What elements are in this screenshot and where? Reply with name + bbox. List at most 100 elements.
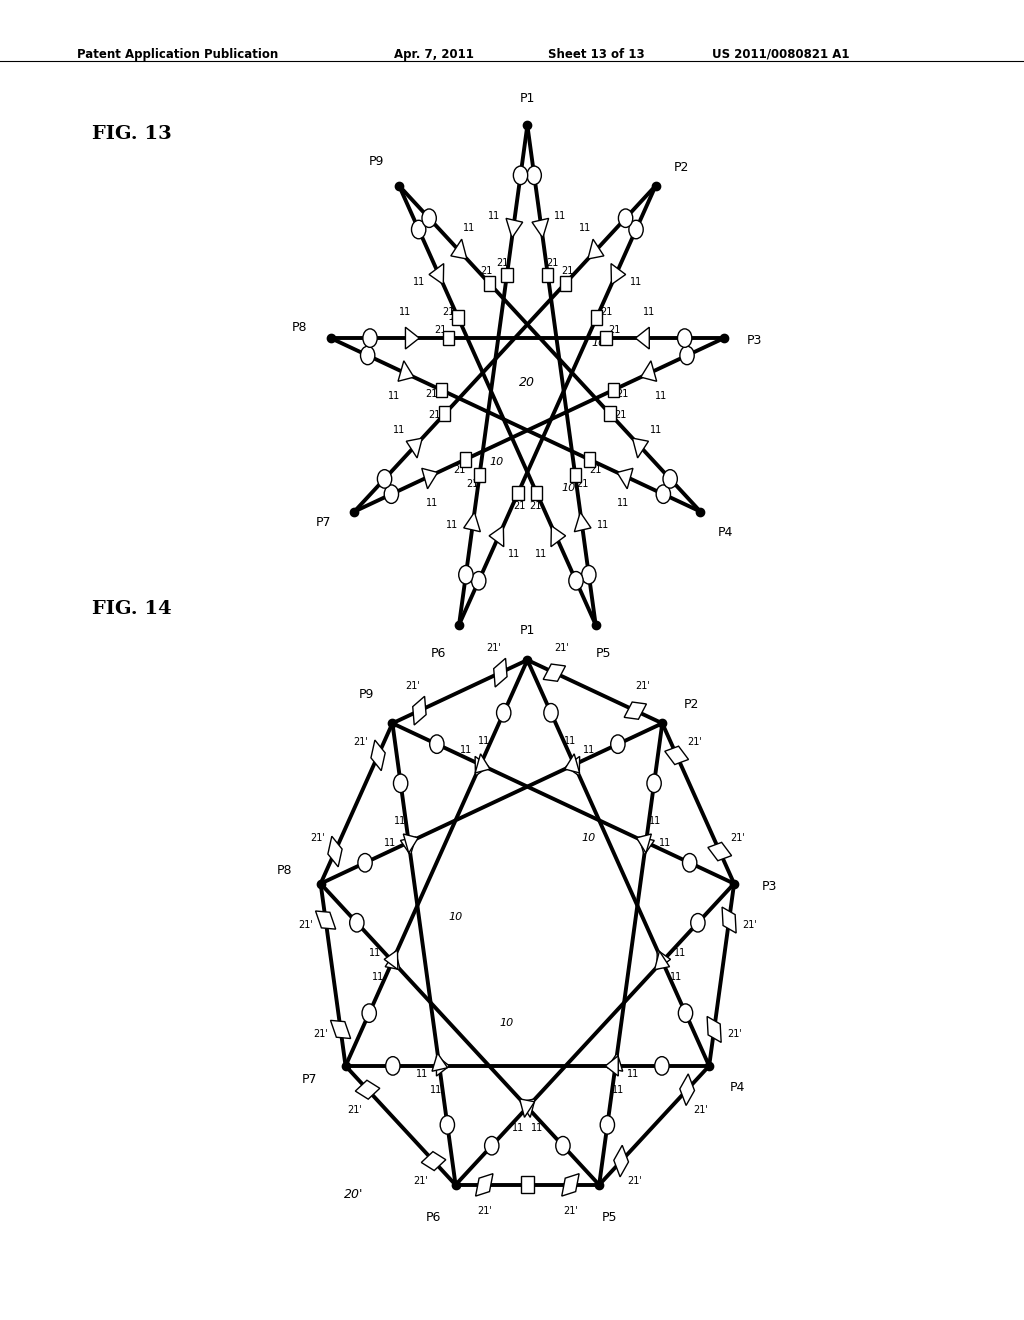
Polygon shape <box>562 1173 580 1196</box>
Circle shape <box>691 913 706 932</box>
Text: 11: 11 <box>373 972 385 982</box>
Text: 21': 21' <box>635 681 650 690</box>
Polygon shape <box>506 218 522 238</box>
Text: P4: P4 <box>718 527 733 539</box>
Text: 11: 11 <box>508 549 520 560</box>
Text: 11: 11 <box>658 838 671 847</box>
Bar <box>591 310 602 325</box>
Text: P6: P6 <box>431 647 446 660</box>
Bar <box>604 407 615 421</box>
Circle shape <box>472 572 486 590</box>
Circle shape <box>618 209 633 227</box>
Text: 21': 21' <box>310 833 325 843</box>
Text: 21': 21' <box>298 920 313 929</box>
Circle shape <box>544 704 558 722</box>
Polygon shape <box>384 950 398 969</box>
Circle shape <box>527 166 542 185</box>
Circle shape <box>629 220 643 239</box>
Text: 11: 11 <box>413 277 425 288</box>
Bar <box>607 383 618 397</box>
Circle shape <box>384 484 398 503</box>
Text: 11: 11 <box>399 308 412 317</box>
Polygon shape <box>611 264 626 285</box>
Circle shape <box>610 735 625 754</box>
Polygon shape <box>328 837 342 867</box>
Text: P3: P3 <box>748 334 763 347</box>
Polygon shape <box>636 327 649 348</box>
Bar <box>569 467 581 482</box>
Polygon shape <box>406 327 419 348</box>
Polygon shape <box>654 952 670 970</box>
Text: P6: P6 <box>425 1212 440 1225</box>
Text: 11: 11 <box>463 223 475 232</box>
Text: 10: 10 <box>449 312 463 322</box>
Text: P1: P1 <box>519 92 536 106</box>
Text: 11: 11 <box>425 498 437 508</box>
Polygon shape <box>617 469 633 488</box>
Bar <box>543 268 554 282</box>
Text: 21': 21' <box>477 1206 492 1216</box>
Polygon shape <box>422 469 437 488</box>
Text: 11: 11 <box>650 425 663 434</box>
Polygon shape <box>641 360 656 381</box>
Text: 21: 21 <box>480 265 494 276</box>
Text: 21: 21 <box>434 326 446 335</box>
Bar <box>600 331 611 346</box>
Bar <box>512 486 523 500</box>
Polygon shape <box>355 1080 380 1100</box>
Circle shape <box>568 572 583 590</box>
Text: 11: 11 <box>670 972 682 982</box>
Text: 21: 21 <box>466 479 478 488</box>
Text: 21: 21 <box>529 502 542 511</box>
Text: FIG. 13: FIG. 13 <box>92 124 172 143</box>
Circle shape <box>360 346 375 364</box>
Text: 11: 11 <box>460 744 472 755</box>
Text: 11: 11 <box>369 948 381 957</box>
Circle shape <box>656 484 671 503</box>
Polygon shape <box>633 438 648 458</box>
Polygon shape <box>315 911 336 929</box>
Text: US 2011/0080821 A1: US 2011/0080821 A1 <box>712 48 849 61</box>
Text: 11: 11 <box>430 1085 442 1094</box>
Polygon shape <box>413 696 426 725</box>
Text: 11: 11 <box>530 1123 543 1133</box>
Text: 21': 21' <box>404 681 420 690</box>
Text: P9: P9 <box>359 688 375 701</box>
Circle shape <box>654 1056 669 1074</box>
Text: 11: 11 <box>512 1123 524 1133</box>
Text: 21': 21' <box>486 643 501 653</box>
Text: 11: 11 <box>583 744 595 755</box>
Text: 20: 20 <box>519 376 536 389</box>
Text: P8: P8 <box>278 863 293 876</box>
Text: FIG. 14: FIG. 14 <box>92 599 172 618</box>
Circle shape <box>678 1005 692 1023</box>
Text: 21: 21 <box>426 388 438 399</box>
Polygon shape <box>532 218 549 238</box>
Polygon shape <box>432 1053 447 1072</box>
Circle shape <box>357 854 372 873</box>
Polygon shape <box>520 1098 536 1117</box>
Text: 21': 21' <box>627 1176 642 1187</box>
Bar <box>560 276 571 290</box>
Polygon shape <box>708 842 731 861</box>
Polygon shape <box>475 1173 493 1196</box>
Polygon shape <box>475 756 488 776</box>
Text: 21: 21 <box>589 466 601 475</box>
Text: Sheet 13 of 13: Sheet 13 of 13 <box>548 48 644 61</box>
Polygon shape <box>464 512 480 532</box>
Polygon shape <box>637 834 651 853</box>
Text: 11: 11 <box>649 816 662 826</box>
Text: 21': 21' <box>730 833 744 843</box>
Text: 11: 11 <box>630 277 642 288</box>
Bar <box>501 268 512 282</box>
Circle shape <box>683 854 697 873</box>
Text: 11: 11 <box>384 838 396 847</box>
Circle shape <box>582 565 596 583</box>
Polygon shape <box>429 264 443 285</box>
Text: 21': 21' <box>413 1176 428 1187</box>
Polygon shape <box>566 756 580 776</box>
Text: 11: 11 <box>478 737 490 746</box>
Circle shape <box>378 470 392 488</box>
Circle shape <box>422 209 436 227</box>
Circle shape <box>484 1137 499 1155</box>
